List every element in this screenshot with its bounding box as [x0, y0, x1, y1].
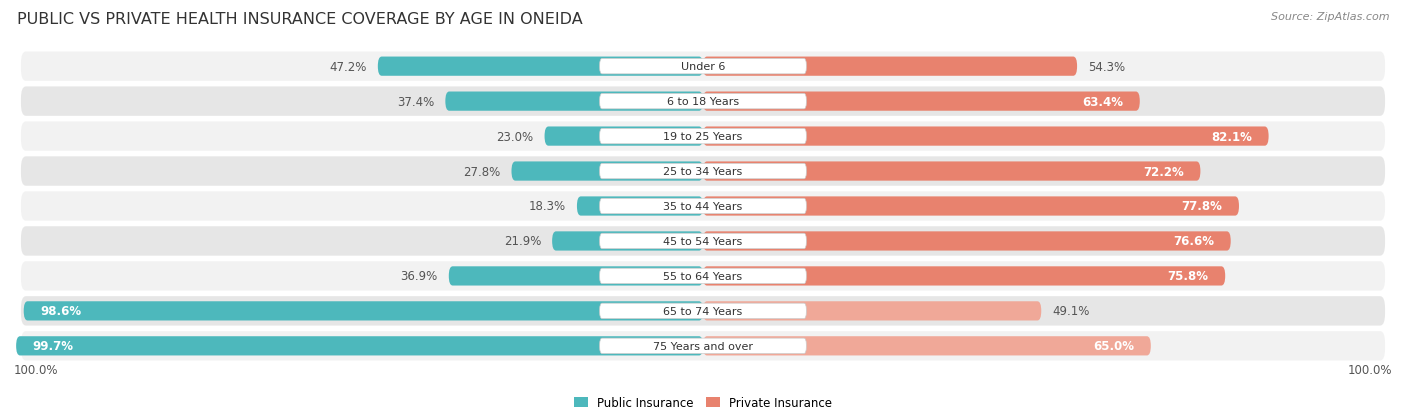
Text: 99.7%: 99.7% [32, 339, 73, 352]
FancyBboxPatch shape [703, 301, 1042, 321]
Text: 77.8%: 77.8% [1181, 200, 1222, 213]
FancyBboxPatch shape [24, 301, 703, 321]
Text: 75.8%: 75.8% [1167, 270, 1209, 283]
FancyBboxPatch shape [378, 57, 703, 76]
Text: 21.9%: 21.9% [503, 235, 541, 248]
FancyBboxPatch shape [703, 197, 1239, 216]
Text: 19 to 25 Years: 19 to 25 Years [664, 132, 742, 142]
FancyBboxPatch shape [15, 337, 703, 356]
Text: 23.0%: 23.0% [496, 130, 533, 143]
FancyBboxPatch shape [21, 261, 1385, 291]
Text: 35 to 44 Years: 35 to 44 Years [664, 202, 742, 211]
Text: 98.6%: 98.6% [41, 305, 82, 318]
Text: 75 Years and over: 75 Years and over [652, 341, 754, 351]
Text: 25 to 34 Years: 25 to 34 Years [664, 166, 742, 177]
FancyBboxPatch shape [21, 87, 1385, 116]
Text: 37.4%: 37.4% [396, 95, 434, 108]
FancyBboxPatch shape [599, 199, 807, 214]
FancyBboxPatch shape [599, 164, 807, 179]
FancyBboxPatch shape [21, 52, 1385, 82]
Text: 27.8%: 27.8% [463, 165, 501, 178]
FancyBboxPatch shape [703, 267, 1225, 286]
FancyBboxPatch shape [703, 57, 1077, 76]
Text: 36.9%: 36.9% [401, 270, 437, 283]
Text: 65.0%: 65.0% [1094, 339, 1135, 352]
Text: Source: ZipAtlas.com: Source: ZipAtlas.com [1271, 12, 1389, 22]
FancyBboxPatch shape [599, 59, 807, 75]
Text: 63.4%: 63.4% [1083, 95, 1123, 108]
Legend: Public Insurance, Private Insurance: Public Insurance, Private Insurance [569, 392, 837, 413]
Text: 6 to 18 Years: 6 to 18 Years [666, 97, 740, 107]
FancyBboxPatch shape [599, 304, 807, 319]
Text: 76.6%: 76.6% [1173, 235, 1215, 248]
FancyBboxPatch shape [21, 122, 1385, 152]
FancyBboxPatch shape [703, 232, 1230, 251]
FancyBboxPatch shape [21, 331, 1385, 361]
Text: 100.0%: 100.0% [14, 363, 59, 376]
FancyBboxPatch shape [703, 337, 1152, 356]
FancyBboxPatch shape [544, 127, 703, 146]
Text: 47.2%: 47.2% [329, 61, 367, 74]
FancyBboxPatch shape [553, 232, 703, 251]
FancyBboxPatch shape [703, 162, 1201, 181]
FancyBboxPatch shape [21, 157, 1385, 186]
Text: 65 to 74 Years: 65 to 74 Years [664, 306, 742, 316]
FancyBboxPatch shape [21, 297, 1385, 326]
Text: 72.2%: 72.2% [1143, 165, 1184, 178]
Text: Under 6: Under 6 [681, 62, 725, 72]
FancyBboxPatch shape [703, 92, 1140, 112]
Text: PUBLIC VS PRIVATE HEALTH INSURANCE COVERAGE BY AGE IN ONEIDA: PUBLIC VS PRIVATE HEALTH INSURANCE COVER… [17, 12, 582, 27]
Text: 49.1%: 49.1% [1052, 305, 1090, 318]
FancyBboxPatch shape [703, 127, 1268, 146]
FancyBboxPatch shape [21, 192, 1385, 221]
Text: 45 to 54 Years: 45 to 54 Years [664, 236, 742, 247]
Text: 18.3%: 18.3% [529, 200, 565, 213]
Text: 54.3%: 54.3% [1088, 61, 1125, 74]
FancyBboxPatch shape [599, 268, 807, 284]
FancyBboxPatch shape [446, 92, 703, 112]
FancyBboxPatch shape [599, 338, 807, 354]
FancyBboxPatch shape [449, 267, 703, 286]
FancyBboxPatch shape [599, 129, 807, 145]
Text: 100.0%: 100.0% [1347, 363, 1392, 376]
FancyBboxPatch shape [599, 234, 807, 249]
Text: 82.1%: 82.1% [1211, 130, 1253, 143]
FancyBboxPatch shape [21, 227, 1385, 256]
FancyBboxPatch shape [576, 197, 703, 216]
FancyBboxPatch shape [599, 94, 807, 109]
FancyBboxPatch shape [512, 162, 703, 181]
Text: 55 to 64 Years: 55 to 64 Years [664, 271, 742, 281]
